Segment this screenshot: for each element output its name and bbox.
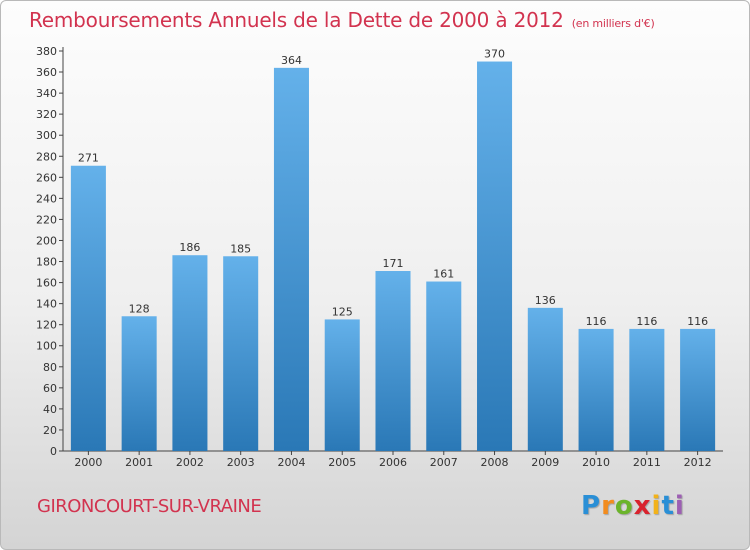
y-tick-label: 100: [36, 340, 57, 353]
y-tick-label: 300: [36, 129, 57, 142]
data-label: 161: [433, 268, 454, 281]
bar-2001: [121, 316, 157, 451]
data-label: 116: [586, 315, 607, 328]
x-tick-label: 2008: [481, 456, 509, 469]
y-tick-label: 380: [36, 45, 57, 58]
proxiti-logo: Proxiti: [581, 491, 685, 521]
y-tick-label: 120: [36, 319, 57, 332]
x-tick-label: 2001: [125, 456, 153, 469]
y-tick-label: 40: [43, 403, 57, 416]
y-tick-label: 60: [43, 382, 57, 395]
data-label: 136: [535, 294, 556, 307]
bar-2012: [680, 328, 716, 451]
axes: 0 20 40 60 80 100 120 140 160 180 200 220 240 260 280 3…: [36, 45, 723, 469]
bar-2002: [172, 255, 208, 451]
logo-letter: t: [661, 491, 675, 521]
data-label: 186: [179, 241, 200, 254]
x-tick-label: 2012: [684, 456, 712, 469]
logo-letter: i: [651, 491, 662, 521]
data-label: 364: [281, 54, 302, 67]
data-label: 125: [332, 305, 353, 318]
logo-letter: r: [601, 491, 615, 521]
y-tick-label: 160: [36, 277, 57, 290]
data-label: 185: [230, 242, 251, 255]
y-tick-label: 260: [36, 171, 57, 184]
x-tick-label: 2009: [531, 456, 559, 469]
bar-2000: [70, 165, 106, 451]
data-label: 370: [484, 48, 505, 61]
chart-title: Remboursements Annuels de la Dette de 20…: [29, 8, 655, 32]
data-label: 128: [129, 302, 150, 315]
y-tick-label: 80: [43, 361, 57, 374]
x-tick-label: 2007: [430, 456, 458, 469]
data-labels: 271 128 186 185 364 125 171 161 370 136 116 116 116: [78, 48, 708, 328]
y-tick-label: 180: [36, 256, 57, 269]
x-tick-label: 2004: [277, 456, 305, 469]
x-tick-label: 2002: [176, 456, 204, 469]
logo-letter: x: [633, 491, 652, 521]
x-tick-label: 2000: [74, 456, 102, 469]
y-tick-label: 20: [43, 424, 57, 437]
x-tick-label: 2003: [227, 456, 255, 469]
bar-2009: [527, 307, 563, 451]
logo-letter: o: [614, 491, 634, 521]
y-tick-label: 0: [50, 445, 57, 458]
title-text: Remboursements Annuels de la Dette de 20…: [29, 8, 564, 32]
bar-2007: [426, 281, 462, 451]
data-label: 116: [687, 315, 708, 328]
y-tick-label: 320: [36, 108, 57, 121]
bar-2011: [629, 328, 665, 451]
bar-2005: [324, 319, 360, 451]
logo-letter: P: [581, 491, 602, 521]
y-tick-label: 240: [36, 192, 57, 205]
bar-2004: [273, 67, 309, 451]
bar-2006: [375, 271, 411, 451]
y-tick-label: 360: [36, 66, 57, 79]
y-tick-label: 340: [36, 87, 57, 100]
bar-2008: [477, 61, 513, 452]
y-tick-label: 220: [36, 213, 57, 226]
data-label: 116: [636, 315, 657, 328]
y-tick-label: 140: [36, 298, 57, 311]
x-tick-label: 2005: [328, 456, 356, 469]
data-label: 171: [383, 257, 404, 270]
x-tick-label: 2006: [379, 456, 407, 469]
bar-2010: [578, 328, 614, 451]
data-label: 271: [78, 152, 99, 165]
commune-name: GIRONCOURT-SUR-VRAINE: [37, 496, 262, 517]
bars: [70, 61, 716, 452]
chart-subtitle: (en milliers d'€): [571, 17, 655, 30]
y-tick-label: 280: [36, 150, 57, 163]
logo-letter: i: [674, 491, 685, 521]
bar-2003: [223, 256, 259, 451]
y-tick-label: 200: [36, 234, 57, 247]
x-tick-label: 2011: [633, 456, 661, 469]
x-tick-label: 2010: [582, 456, 610, 469]
